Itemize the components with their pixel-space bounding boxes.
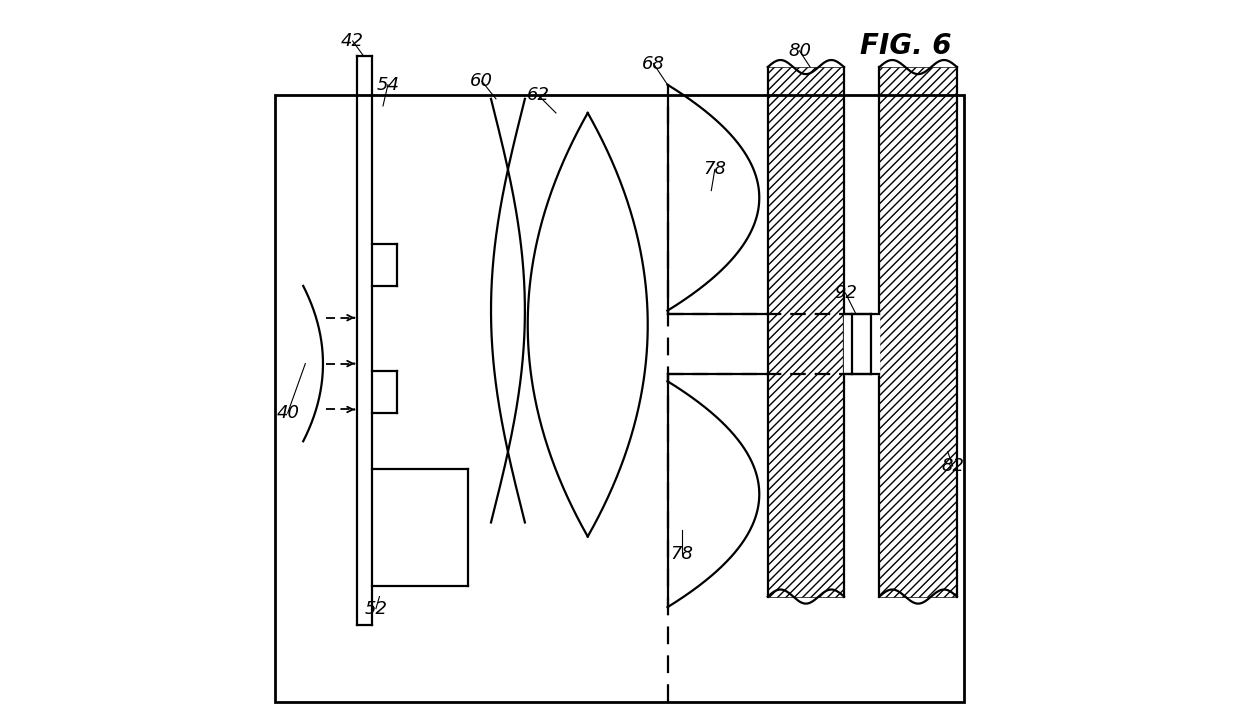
Bar (275, 95, 964, 702)
Bar (880, 67, 957, 597)
Text: 60: 60 (471, 72, 493, 90)
Text: 68: 68 (642, 54, 665, 73)
Text: 82: 82 (942, 457, 964, 475)
Text: 52: 52 (364, 599, 388, 618)
Text: 54: 54 (377, 76, 399, 94)
Text: 80: 80 (788, 42, 812, 60)
Bar (768, 67, 844, 597)
Text: FIG. 6: FIG. 6 (860, 32, 952, 60)
Text: 42: 42 (341, 32, 364, 50)
Text: 78: 78 (670, 545, 693, 563)
Text: 40: 40 (276, 404, 299, 422)
Text: 78: 78 (704, 160, 726, 179)
Text: 92: 92 (834, 284, 857, 302)
Text: 62: 62 (527, 86, 550, 104)
